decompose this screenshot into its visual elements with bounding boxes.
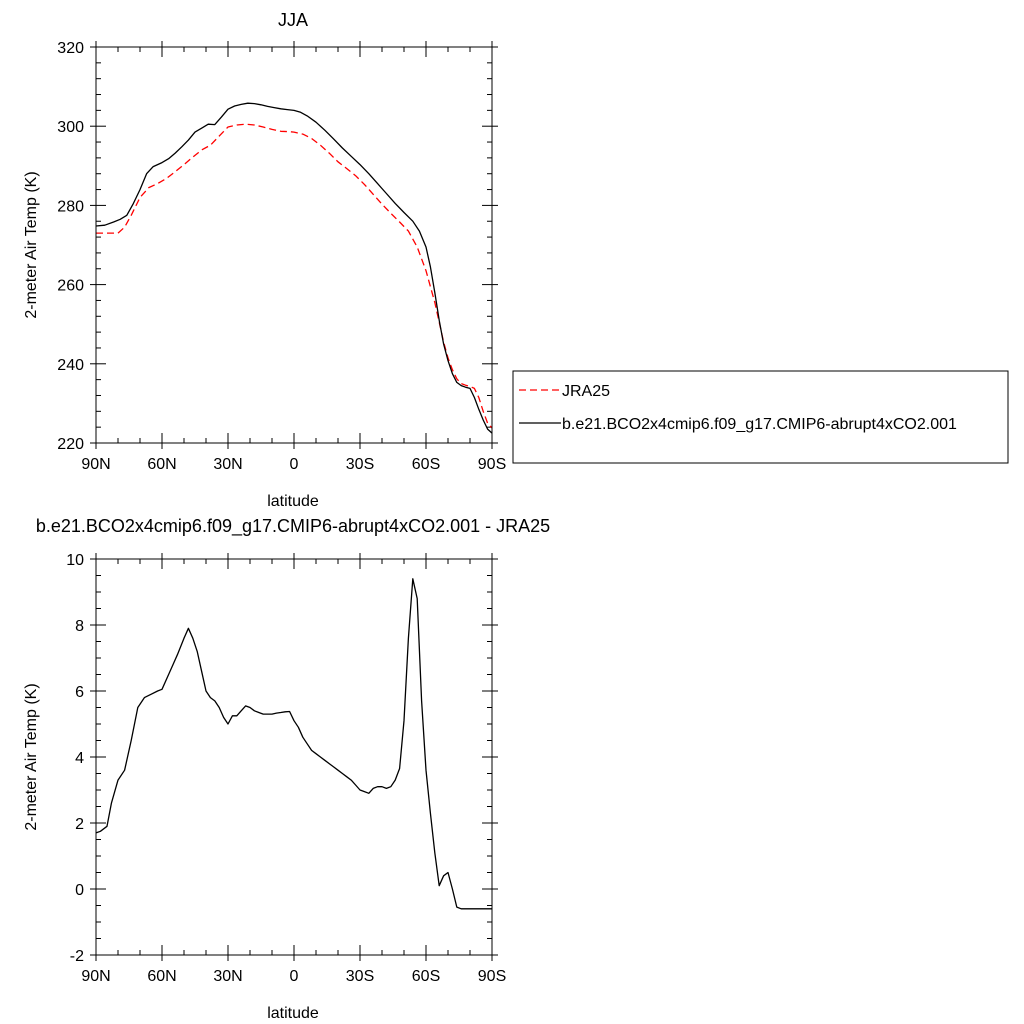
y-tick-label: 320 <box>57 40 84 57</box>
series-line-jra25 <box>96 123 493 429</box>
y-tick-label: 4 <box>75 750 84 767</box>
y-tick-label: 6 <box>75 684 84 701</box>
bottom-y-axis-label: 2-meter Air Temp (K) <box>23 683 40 830</box>
y-tick-label: 2 <box>75 816 84 833</box>
y-tick-label: 280 <box>57 198 84 215</box>
y-tick-label: 10 <box>66 552 84 569</box>
bottom-tick-labels: 90N 60N 30N 0 30S 60S 90S -2 0 2 4 6 8 10 <box>66 552 506 985</box>
bottom-panel: b.e21.BCO2x4cmip6.f09_g17.CMIP6-abrupt4x… <box>23 516 550 1022</box>
y-tick-label: 260 <box>57 278 84 295</box>
y-tick-label: 220 <box>57 436 84 453</box>
x-tick-label: 30S <box>346 968 374 985</box>
bottom-chart-title: b.e21.BCO2x4cmip6.f09_g17.CMIP6-abrupt4x… <box>36 516 550 537</box>
bottom-plot-frame <box>95 558 493 956</box>
y-tick-label: 8 <box>75 618 84 635</box>
top-tick-labels: 90N 60N 30N 0 30S 60S 90S 220 240 260 280 300 320 <box>57 40 506 473</box>
x-tick-label: 30N <box>213 968 242 985</box>
top-x-axis-label: latitude <box>267 493 319 510</box>
x-tick-label: 90N <box>81 456 110 473</box>
y-tick-label: 240 <box>57 357 84 374</box>
y-tick-label: 300 <box>57 119 84 136</box>
y-tick-label: -2 <box>70 948 84 965</box>
top-chart-title: JJA <box>278 10 308 30</box>
x-tick-label: 0 <box>290 456 299 473</box>
top-y-axis-label: 2-meter Air Temp (K) <box>23 171 40 318</box>
bottom-series-group <box>95 578 492 910</box>
legend: JRA25 b.e21.BCO2x4cmip6.f09_g17.CMIP6-ab… <box>512 370 1009 464</box>
x-tick-label: 90S <box>478 968 506 985</box>
series-line-difference <box>95 578 492 910</box>
x-tick-label: 60S <box>412 456 440 473</box>
bottom-axis-ticks <box>90 553 498 961</box>
series-line-b-e21-bco2x4cmip6-f09-g17-cmip <box>95 102 493 434</box>
top-panel: JJA 90N 60N 30N 0 30S 60S 90S 220 240 260 280 300 32… <box>23 10 506 510</box>
x-tick-label: 60N <box>147 456 176 473</box>
x-tick-label: 90N <box>81 968 110 985</box>
x-tick-label: 0 <box>290 968 299 985</box>
x-tick-label: 90S <box>478 456 506 473</box>
top-series-group <box>95 102 493 434</box>
y-tick-label: 0 <box>75 882 84 899</box>
x-tick-label: 60S <box>412 968 440 985</box>
x-tick-label: 30N <box>213 456 242 473</box>
top-plot-frame <box>95 46 493 444</box>
x-tick-label: 30S <box>346 456 374 473</box>
bottom-x-axis-label: latitude <box>267 1005 319 1022</box>
legend-box <box>512 370 1009 464</box>
top-axis-ticks <box>90 41 498 449</box>
legend-label-model: b.e21.BCO2x4cmip6.f09_g17.CMIP6-abrupt4x… <box>562 416 957 433</box>
legend-label-jra25: JRA25 <box>562 383 610 400</box>
x-tick-label: 60N <box>147 968 176 985</box>
